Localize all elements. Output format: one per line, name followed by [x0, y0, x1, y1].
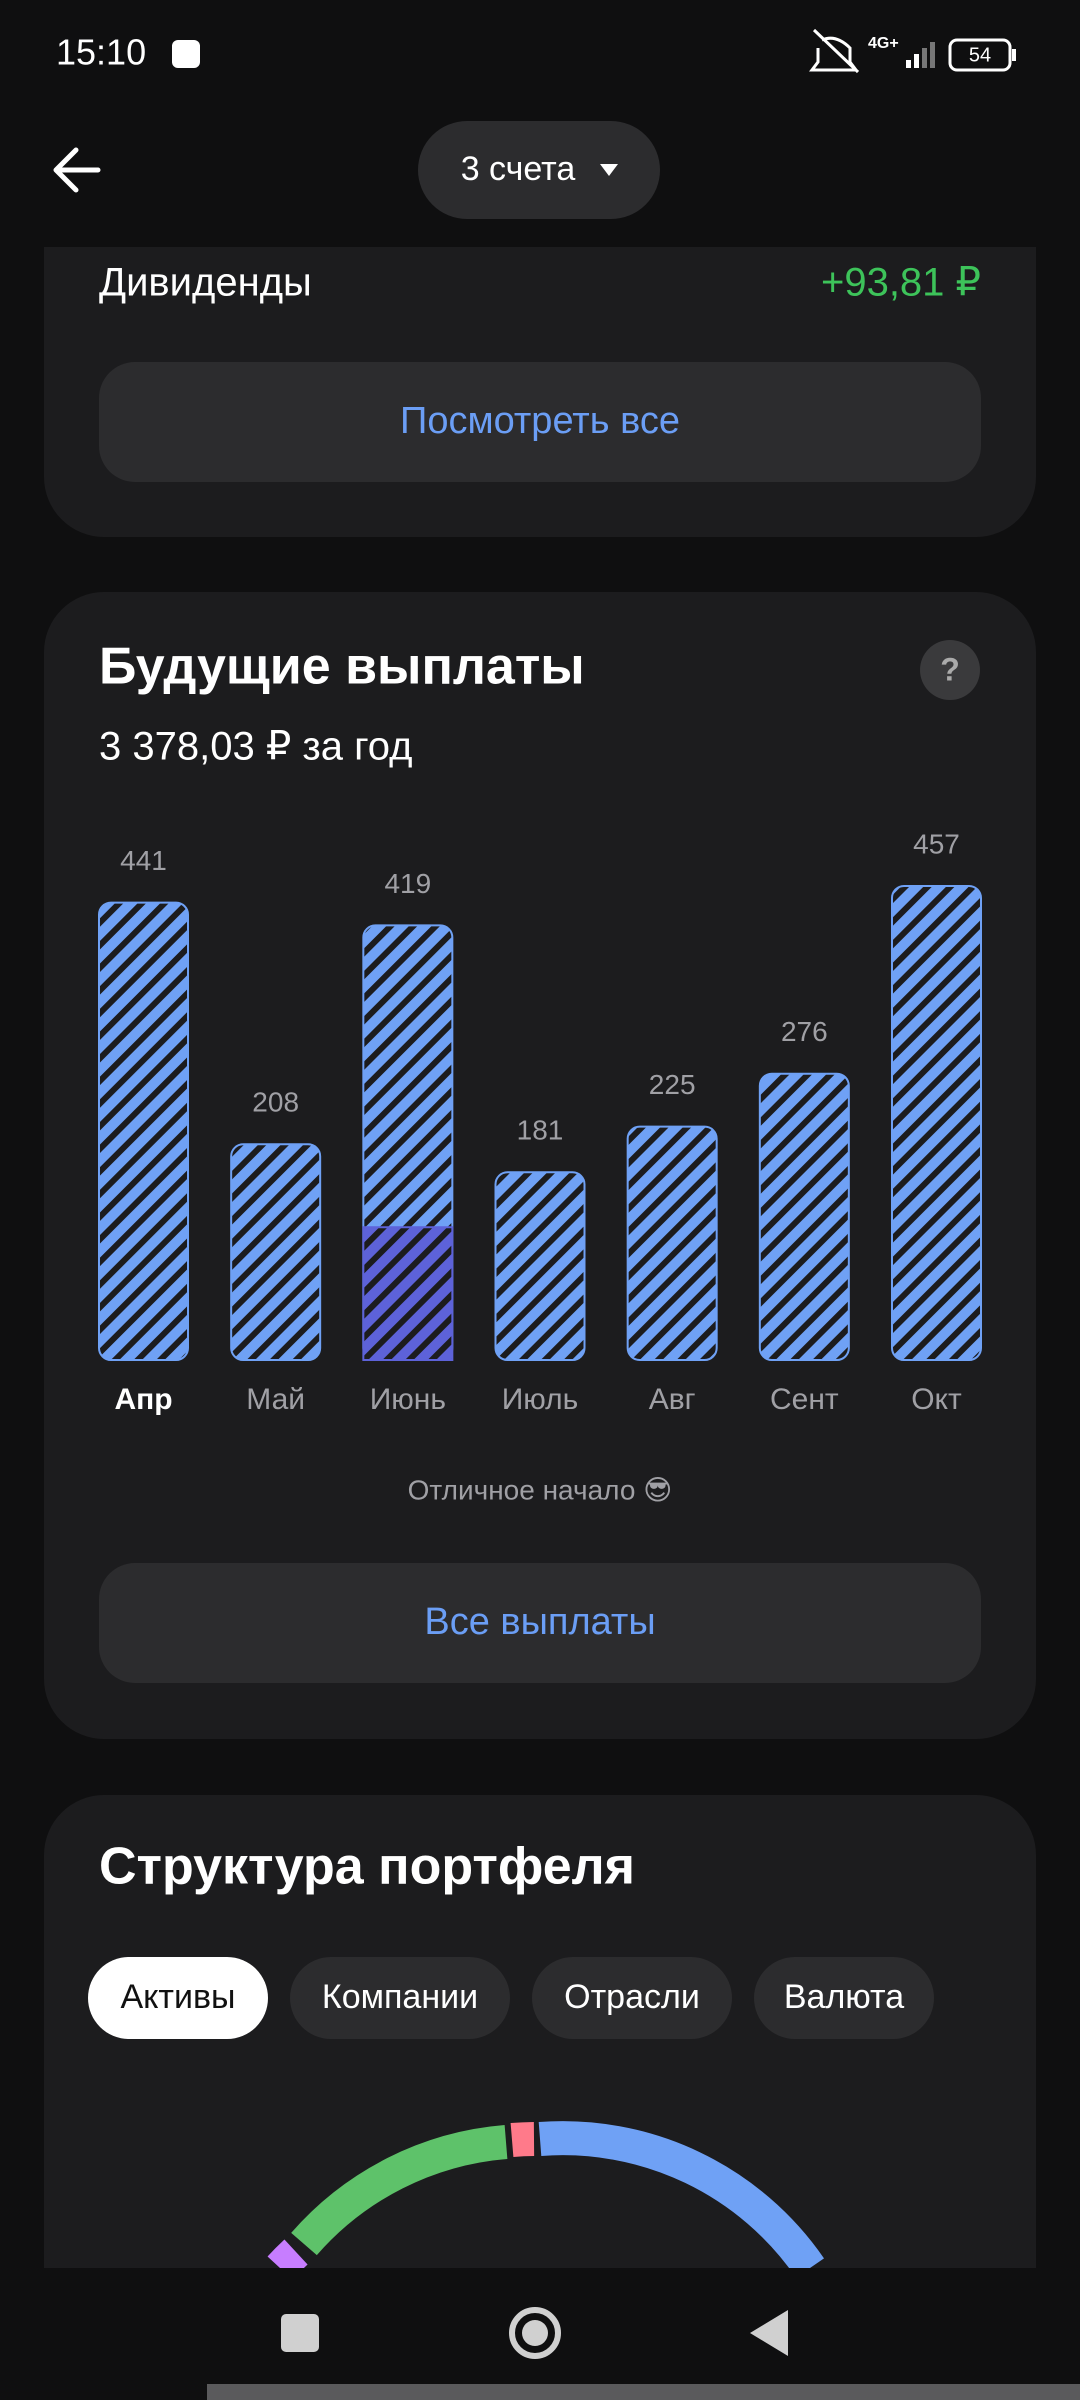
status-app-icon: [172, 40, 200, 68]
dividends-value: +93,81 ₽: [821, 261, 981, 305]
bar-value-label: 276: [781, 1016, 828, 1047]
back-button[interactable]: [53, 147, 101, 193]
donut-segment: [291, 2125, 508, 2256]
tab-chip[interactable]: [754, 1957, 934, 2039]
tab-label: Валюта: [784, 1978, 904, 2016]
battery-tip: [1012, 49, 1016, 61]
future-payouts-title: Будущие выплаты: [99, 638, 585, 696]
help-button[interactable]: [920, 640, 980, 700]
dividends-label: Дивиденды: [99, 261, 312, 305]
tab-label: Активы: [121, 1978, 236, 2016]
network-type: 4G+: [868, 35, 899, 52]
nav-back[interactable]: [750, 2310, 788, 2356]
x-tick-label: Июнь: [370, 1383, 446, 1416]
status-time: 15:10: [56, 32, 146, 73]
signal-icon: [906, 42, 935, 68]
future-payouts-card: [44, 592, 1036, 1739]
mute-icon: [809, 28, 860, 74]
bar-value-label: 441: [120, 845, 167, 876]
x-tick-label: Сент: [770, 1383, 839, 1416]
bar: [891, 885, 982, 1361]
help-icon: ?: [940, 651, 960, 687]
portfolio-title: Структура портфеля: [99, 1838, 635, 1896]
bar-value-label: 181: [517, 1115, 564, 1146]
view-all-button[interactable]: [99, 362, 981, 482]
nav-home[interactable]: [509, 2307, 561, 2359]
bar-value-label: 225: [649, 1069, 696, 1100]
payouts-note: Отличное начало 😎: [408, 1474, 673, 1505]
tab-chip[interactable]: [532, 1957, 732, 2039]
bar: [230, 1143, 322, 1361]
portfolio-card: [44, 1795, 1036, 2268]
bar: [494, 1171, 586, 1362]
donut-segment: [510, 2122, 535, 2157]
bar-value-label: 457: [913, 828, 960, 859]
nav-recents[interactable]: [281, 2314, 319, 2352]
x-tick-label: Май: [246, 1383, 305, 1416]
donut-segment: [538, 2121, 824, 2278]
bar-received: [362, 1226, 454, 1362]
dropdown-arrow: [600, 164, 618, 176]
all-payouts-label: Все выплаты: [424, 1601, 655, 1643]
battery-icon: [948, 38, 1012, 72]
account-selector-label: 3 счета: [461, 150, 576, 188]
donut-segment: [267, 2239, 308, 2280]
donut-chart: [267, 2121, 824, 2280]
payouts-chart: 441 Апр 208 Май 419 Июнь 181 Июль 225 Авг 276 Сент 4…: [98, 828, 982, 1416]
x-tick-label: Авг: [649, 1383, 696, 1416]
bar-value-label: 419: [384, 868, 431, 899]
tab-chip[interactable]: [290, 1957, 510, 2039]
tab-label: Отрасли: [564, 1978, 700, 2016]
x-tick-label: Июль: [502, 1383, 579, 1416]
account-selector[interactable]: [418, 121, 660, 219]
portfolio-tabs: Активы Компании Отрасли Валюта: [88, 1957, 934, 2039]
bar-value-label: 208: [252, 1087, 299, 1118]
tab-chip[interactable]: [88, 1957, 268, 2039]
battery-level: 54: [969, 44, 991, 66]
x-tick-label: Апр: [114, 1383, 172, 1416]
bar: [98, 901, 189, 1362]
all-payouts-button[interactable]: [99, 1563, 981, 1683]
view-all-label: Посмотреть все: [400, 400, 680, 442]
bar: [758, 1072, 850, 1361]
nav-home-dot: [522, 2320, 548, 2346]
x-tick-label: Окт: [911, 1383, 962, 1416]
future-payouts-total: 3 378,03 ₽ за год: [99, 725, 413, 769]
scroll-indicator: [207, 2384, 1080, 2400]
tab-label: Компании: [322, 1978, 478, 2016]
bar: [626, 1125, 718, 1362]
